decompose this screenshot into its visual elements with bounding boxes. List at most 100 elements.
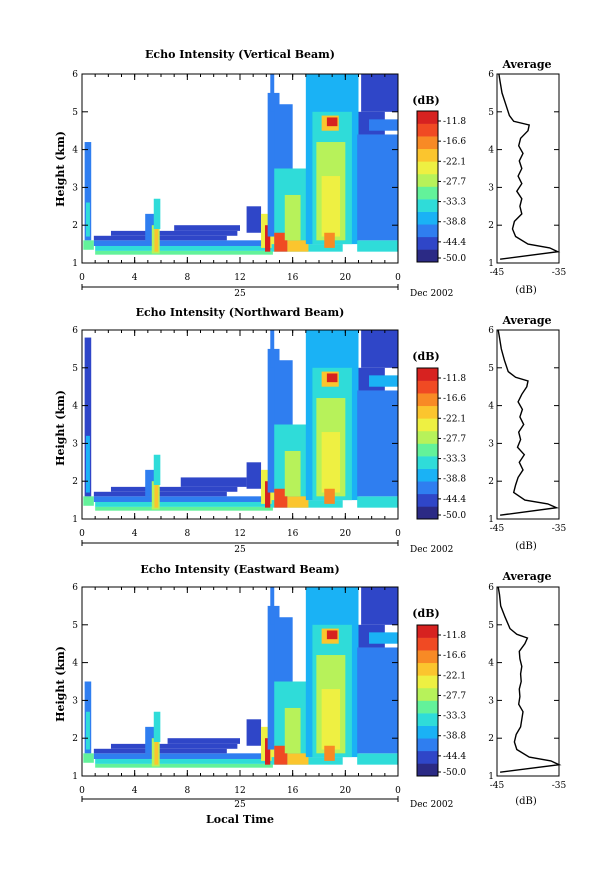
average-y-tick-label: 4: [488, 659, 494, 669]
average-x-tick-label: -35: [552, 781, 567, 791]
colorbar-tick-label: -44.4: [443, 752, 466, 762]
y-tick-label: 5: [72, 621, 78, 631]
colorbar-segment: [417, 625, 438, 638]
x-tick-label: 0: [395, 273, 401, 283]
heatmap-cell: [154, 228, 159, 252]
heatmap-cell: [145, 213, 156, 241]
x-tick-label: 20: [340, 273, 352, 283]
average-frame: [496, 329, 560, 520]
y-axis-label: Height (km): [54, 390, 67, 466]
heatmap-cell: [83, 240, 94, 250]
heatmap-cells: [83, 330, 398, 511]
average-y-tick-label: 3: [488, 183, 494, 193]
average-profile-line: [498, 73, 561, 260]
heatmap-cell: [95, 250, 273, 255]
heatmap-cell: [267, 605, 280, 750]
x-tick-label: 16: [287, 529, 299, 539]
heatmap-cell: [270, 330, 275, 368]
heatmap-cell: [284, 707, 301, 754]
average-y-tick-label: 3: [488, 439, 494, 449]
x-tick-label: 12: [234, 786, 245, 796]
y-tick-label: 5: [72, 364, 78, 374]
heatmap-cell: [95, 245, 273, 251]
colorbar: -11.8 -16.6 -22.1 -27.7 -33.3 -38.8 -44.4 -50.0: [416, 367, 466, 521]
heatmap-cell: [284, 450, 301, 497]
x-tick-label: 12: [234, 529, 245, 539]
average-x-tick-label: -35: [552, 524, 567, 534]
colorbar-tick-label: -38.8: [443, 475, 466, 485]
colorbar-tick-label: -27.7: [443, 177, 466, 187]
heatmap-cell: [145, 469, 156, 497]
heatmap-cell: [287, 240, 309, 252]
heatmap-cell: [270, 74, 275, 112]
x-tick-label: 20: [340, 529, 352, 539]
x-tick-label: 12: [234, 273, 245, 283]
colorbar-segment: [417, 468, 438, 482]
x-tick-label: 8: [184, 786, 190, 796]
colorbar-segment: [417, 443, 438, 457]
heatmap-cell: [83, 753, 94, 763]
colorbar-tick-label: -22.1: [443, 157, 466, 167]
average-y-tick-label: 6: [488, 70, 494, 80]
heatmap-cell: [145, 726, 156, 754]
heatmap-cell: [267, 92, 280, 237]
colorbar-segment: [417, 173, 438, 187]
colorbar: -11.8 -16.6 -22.1 -27.7 -33.3 -38.8 -44.4 -50.0: [416, 110, 466, 264]
average-y-tick-label: 2: [488, 221, 494, 231]
heatmap-cell: [284, 194, 301, 241]
colorbar-segment: [417, 650, 438, 664]
heatmap-cell: [84, 142, 92, 241]
colorbar-segment: [417, 249, 438, 263]
heatmap-cell: [326, 117, 338, 127]
heatmap-cell: [180, 477, 247, 487]
average-y-tick-label: 3: [488, 696, 494, 706]
average-x-tick-label: -45: [490, 781, 505, 791]
heatmap-cell: [369, 119, 398, 131]
heatmap-cell: [361, 330, 398, 368]
date-day-label: 25: [234, 289, 246, 299]
heatmap-cell: [274, 745, 288, 765]
colorbar-segment: [417, 161, 438, 175]
colorbar-segment: [417, 236, 438, 250]
heatmap-cell: [110, 743, 238, 749]
heatmap-cell: [110, 486, 238, 492]
heatmap-cells: [83, 74, 398, 255]
colorbar-segment: [417, 750, 438, 764]
y-tick-label: 1: [72, 515, 78, 525]
average-y-tick-label: 5: [488, 364, 494, 374]
heatmap-cell: [267, 348, 280, 493]
colorbar-segment: [417, 738, 438, 752]
heatmap-cell: [93, 496, 273, 502]
average-frame: [496, 73, 560, 264]
colorbar-tick-label: -22.1: [443, 414, 466, 424]
colorbar-tick-label: -38.8: [443, 218, 466, 228]
average-xlabel: (dB): [515, 541, 537, 552]
y-tick-label: 3: [72, 696, 78, 706]
heatmap-cell: [93, 748, 227, 754]
average-profile: 1 2 3 4 5 6 -45 -35: [488, 583, 566, 791]
average-x-tick-label: -45: [490, 268, 505, 278]
average-title: Average: [501, 58, 551, 71]
colorbar-tick-label: -16.6: [443, 651, 466, 661]
y-tick-label: 1: [72, 259, 78, 269]
average-profile-line: [497, 586, 562, 773]
heatmap-cell: [357, 390, 398, 497]
colorbar-tick-label: -11.8: [443, 631, 466, 641]
average-y-tick-label: 5: [488, 621, 494, 631]
y-tick-label: 1: [72, 772, 78, 782]
colorbar-segment: [417, 393, 438, 407]
average-y-tick-label: 5: [488, 108, 494, 118]
colorbar-segment: [417, 481, 438, 495]
date-label: Dec 2002: [410, 545, 453, 555]
colorbar-segment: [417, 380, 438, 394]
heatmap-cell: [324, 745, 335, 761]
colorbar-tick-label: -16.6: [443, 137, 466, 147]
colorbar-tick-label: -27.7: [443, 691, 466, 701]
heatmap-cell: [357, 753, 398, 765]
heatmap-cell: [95, 506, 273, 511]
heatmap-cell: [153, 454, 161, 485]
average-profile-line: [497, 329, 560, 516]
y-tick-label: 2: [72, 477, 78, 487]
y-tick-label: 6: [72, 70, 78, 80]
heatmap-cell: [95, 501, 273, 507]
